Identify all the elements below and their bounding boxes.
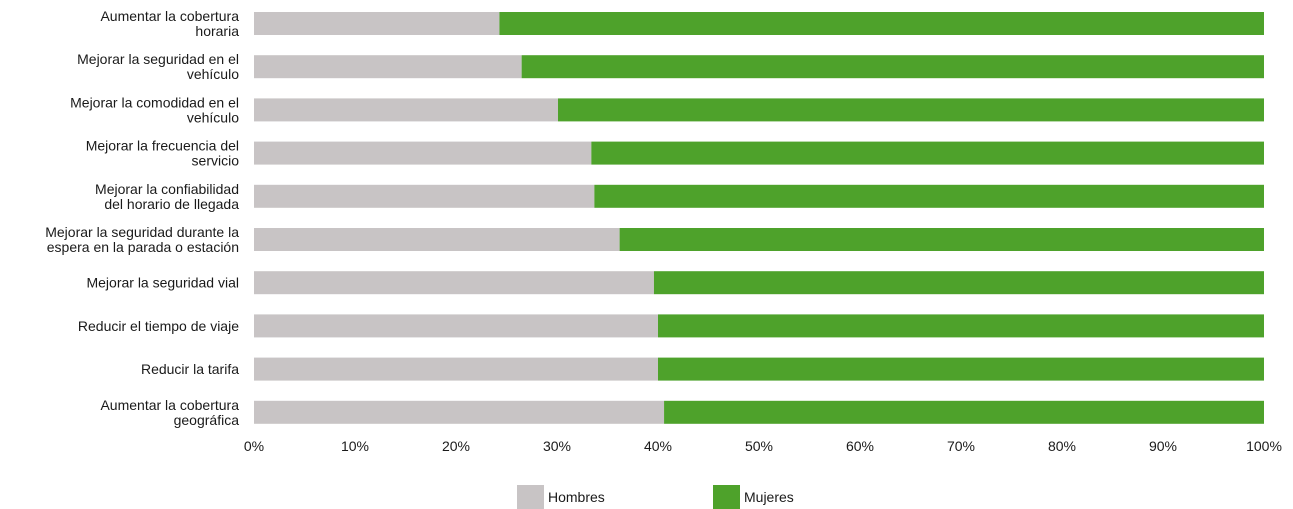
legend-item-hombres: Hombres [517,485,605,509]
bar-mujeres-5 [594,184,1264,208]
bar-mujeres-8 [658,314,1264,338]
category-label-6: Mejorar la seguridad durante la espera en… [45,224,239,255]
x-tick-label: 100% [1246,438,1282,454]
category-label-line: espera en la parada o estación [47,239,239,255]
legend-swatch-hombres [517,485,544,509]
bars-group [254,12,1264,424]
legend-label-mujeres: Mujeres [744,489,794,505]
category-label-5: Mejorar la confiabilidad del horario de l… [95,181,239,212]
category-label-line: vehículo [187,66,239,82]
bar-hombres-2 [254,55,522,79]
category-label-line: Mejorar la seguridad en el [77,51,239,67]
bar-mujeres-6 [619,228,1264,251]
x-tick-label: 90% [1149,438,1177,454]
category-label-line: Reducir el tiempo de viaje [78,318,239,334]
x-tick-label: 0% [244,438,264,454]
bar-hombres-9 [254,357,658,381]
bar-mujeres-1 [499,12,1264,35]
category-label-3: Mejorar la comodidad en el vehículo [70,94,239,125]
bar-hombres-1 [254,12,500,35]
bar-mujeres-7 [653,271,1264,295]
bar-mujeres-3 [558,98,1264,122]
x-tick-label: 20% [442,438,470,454]
legend-label-hombres: Hombres [548,489,605,505]
legend-item-mujeres: Mujeres [713,485,794,509]
category-label-line: Mejorar la frecuencia del [86,138,239,154]
legend: Hombres Mujeres [0,485,1293,509]
category-label-4: Mejorar la frecuencia del servicio [86,138,239,169]
bar-hombres-4 [254,141,592,165]
bar-hombres-10 [254,400,665,424]
x-tick-label: 10% [341,438,369,454]
bar-mujeres-10 [664,400,1264,424]
bar-hombres-3 [254,98,559,122]
category-label-line: Reducir la tarifa [141,361,239,377]
bar-hombres-7 [254,271,654,295]
category-label-line: Mejorar la confiabilidad [95,181,239,197]
x-axis-ticks: 0% 10% 20% 30% 40% 50% 60% 70% 80% 90% 100% [244,438,1282,454]
category-label-10: Aumentar la cobertura geográfica [100,397,239,428]
bar-hombres-6 [254,228,620,251]
bar-hombres-5 [254,184,595,208]
category-label-2: Mejorar la seguridad en el vehículo [77,51,239,82]
category-label-line: horaria [195,23,239,39]
x-tick-label: 40% [644,438,672,454]
category-label-line: vehículo [187,109,239,125]
x-tick-label: 30% [543,438,571,454]
x-tick-label: 80% [1048,438,1076,454]
x-tick-label: 60% [846,438,874,454]
category-label-9: Reducir la tarifa [141,361,239,377]
legend-swatch-mujeres [713,485,740,509]
category-label-line: Mejorar la seguridad durante la [45,224,239,240]
category-label-1: Aumentar la cobertura horaria [100,8,239,39]
category-label-line: servicio [192,153,240,169]
category-label-line: Aumentar la cobertura [100,397,239,413]
category-label-line: Mejorar la seguridad vial [86,275,239,291]
category-label-line: Aumentar la cobertura [100,8,239,24]
category-label-line: geográfica [174,412,240,428]
x-tick-label: 70% [947,438,975,454]
bar-mujeres-2 [521,55,1264,79]
category-label-line: Mejorar la comodidad en el [70,94,239,110]
bar-mujeres-9 [658,357,1264,381]
category-label-7: Mejorar la seguridad vial [86,275,239,291]
x-tick-label: 50% [745,438,773,454]
category-label-8: Reducir el tiempo de viaje [78,318,239,334]
bar-hombres-8 [254,314,658,338]
bar-mujeres-4 [591,141,1264,165]
category-label-line: del horario de llegada [104,196,239,212]
